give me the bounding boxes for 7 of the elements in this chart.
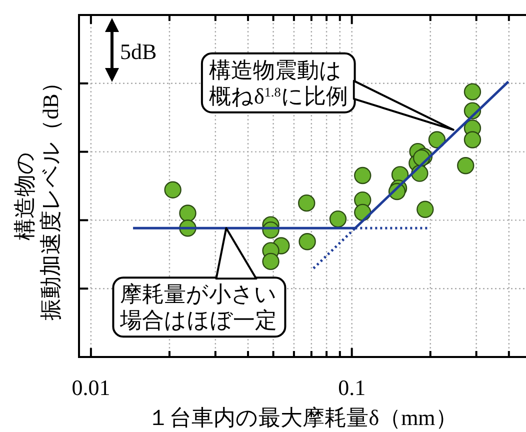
x-axis-title: １台車内の最大摩耗量δ（mm） [148,405,458,430]
text: 5dB [120,39,157,64]
x-tick-label: 0.01 [72,375,110,400]
x-tick-label: 0.1 [338,375,366,400]
y-axis-title: 構造物の振動加速度レベル（dB） [12,72,63,320]
annotation: 構造物震動は概ねδ$^{1.8}$に比例 [208,57,348,108]
annotation: 摩耗量が小さい場合はほぼ一定 [119,282,278,333]
